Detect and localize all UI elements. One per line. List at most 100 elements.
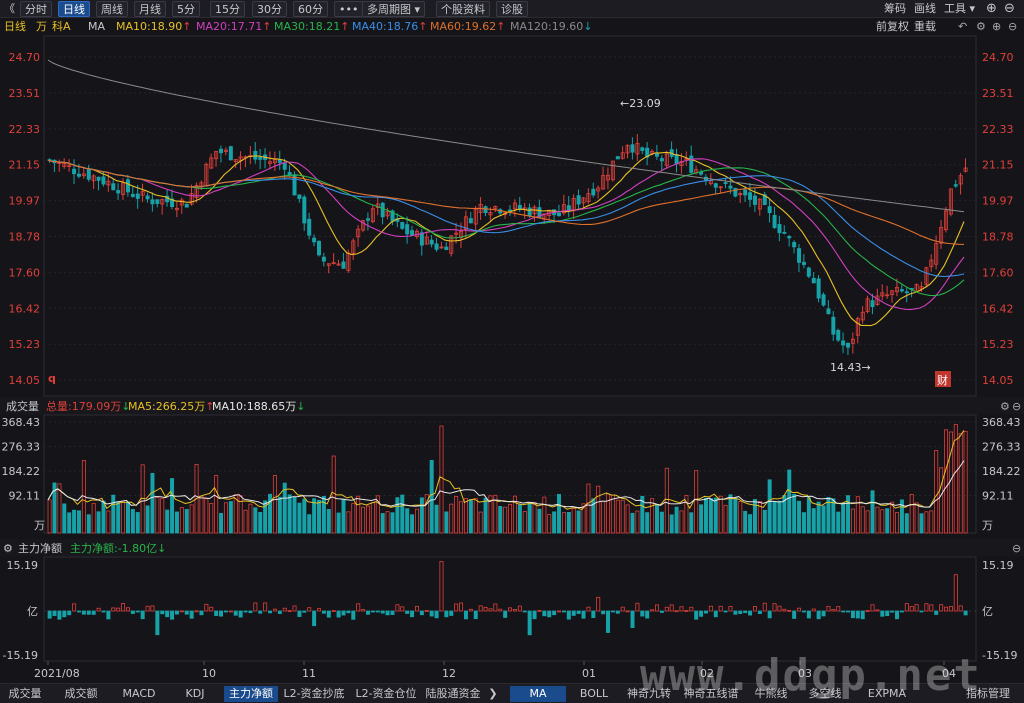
overlay-button[interactable]: 重载 <box>914 20 936 33</box>
stock-charts[interactable]: 24.70 23.51 22.33 21.15 19.97 18.78 17.60 16.42… <box>0 35 1024 683</box>
zoom-out-icon[interactable]: ⊖ <box>1004 1 1015 16</box>
tools-dropdown[interactable]: 工具 ▾ <box>944 2 976 15</box>
volume-bar <box>581 503 586 534</box>
forward-adjust-button[interactable]: 前复权 <box>876 20 909 33</box>
settings-gear-icon[interactable]: ⚙ <box>976 20 986 33</box>
volume-bar <box>410 514 415 534</box>
flow-bar <box>375 610 380 613</box>
flow-bar <box>219 610 224 617</box>
candle-body <box>718 186 723 189</box>
remove-icon[interactable]: ⊖ <box>1008 20 1018 33</box>
tab-volume[interactable]: 成交量 <box>8 687 42 700</box>
volume-bar <box>669 514 674 534</box>
candle-body <box>72 168 77 175</box>
tab-intraday[interactable]: 分时 <box>20 1 52 17</box>
tab-30min[interactable]: 30分 <box>252 1 287 17</box>
undo-icon[interactable]: ↶ <box>958 20 968 33</box>
nav-back-button[interactable]: 《 <box>4 2 15 15</box>
tab-hk-connect[interactable]: 陆股通资金 <box>425 687 481 700</box>
volume-close-icon[interactable]: ⊖ <box>1012 400 1021 413</box>
volume-bar <box>72 509 77 534</box>
candle-body <box>826 308 831 315</box>
tab-l2-bottom-fishing[interactable]: L2-资金抄底 <box>283 687 345 700</box>
flow-bar <box>331 610 336 613</box>
tab-kdj[interactable]: KDJ <box>185 687 205 700</box>
tab-5min[interactable]: 5分 <box>172 1 200 17</box>
tab-indicator-manage[interactable]: 指标管理 <box>966 687 1010 700</box>
tab-magic-nine[interactable]: 神奇九转 <box>627 687 671 700</box>
more-periods-button[interactable]: ••• <box>334 1 364 17</box>
flow-bar <box>963 610 968 616</box>
flow-settings-icon[interactable]: ⚙ <box>3 542 13 555</box>
stock-profile-button[interactable]: 个股资料 <box>436 1 490 17</box>
flow-bar <box>743 610 748 614</box>
ticker-label: 科A <box>52 20 71 33</box>
flow-bar <box>145 605 150 612</box>
tab-macd[interactable]: MACD <box>122 687 156 700</box>
tab-l2-position[interactable]: L2-资金仓位 <box>355 687 417 700</box>
volume-bar <box>542 496 547 534</box>
volume-bar <box>454 495 459 534</box>
multi-period-dropdown[interactable]: 多周期图 ▾ <box>362 1 426 17</box>
volume-bar <box>757 501 762 534</box>
candle-body <box>101 176 106 185</box>
volume-bar <box>625 504 630 534</box>
volume-bar <box>620 499 625 534</box>
volume-tick-left: 92.11 <box>9 490 41 503</box>
tab-main-net-flow[interactable]: 主力净额 <box>224 686 278 702</box>
tab-60min[interactable]: 60分 <box>293 1 328 17</box>
flow-bar <box>116 607 121 612</box>
indicator-name[interactable]: MA <box>88 20 106 33</box>
price-tick-right: 19.97 <box>982 195 1014 208</box>
volume-tick-right: 276.33 <box>982 441 1021 454</box>
diagnose-button[interactable]: 诊股 <box>496 1 528 17</box>
volume-settings-icon[interactable]: ⚙ <box>1000 400 1010 413</box>
add-icon[interactable]: ⊕ <box>992 20 1002 33</box>
tab-expma[interactable]: EXPMA <box>867 687 907 700</box>
tab-monthly[interactable]: 月线 <box>134 1 166 17</box>
tab-daily[interactable]: 日线 <box>58 1 90 17</box>
flow-axis-unit-left: 亿 <box>27 605 38 618</box>
tab-bull-bear[interactable]: 牛熊线 <box>754 687 788 700</box>
volume-bar <box>317 499 322 534</box>
candle-body <box>816 278 821 299</box>
tab-weekly[interactable]: 周线 <box>96 1 128 17</box>
candle-body <box>219 148 224 154</box>
tab-long-short[interactable]: 多空线 <box>808 687 842 700</box>
volume-tick-left: 276.33 <box>2 441 41 454</box>
ma120-value: MA120:19.60↓ <box>510 20 593 33</box>
candle-body <box>650 151 655 154</box>
tab-ma[interactable]: MA <box>510 686 566 702</box>
flow-bar <box>405 610 410 614</box>
zoom-in-icon[interactable]: ⊕ <box>986 1 997 16</box>
scroll-right-icon[interactable]: ❯ <box>488 687 498 700</box>
price-tick-left: 19.97 <box>9 195 41 208</box>
flow-bar <box>503 610 508 618</box>
draw-line-button[interactable]: 画线 <box>914 2 936 15</box>
flow-bar <box>67 610 72 616</box>
volume-bar <box>145 505 150 534</box>
candlesticks <box>47 134 968 356</box>
volume-bar <box>787 469 792 534</box>
volume-header-bg <box>0 397 1024 414</box>
tab-boll[interactable]: BOLL <box>579 687 609 700</box>
flow-close-icon[interactable]: ⊖ <box>1012 542 1021 555</box>
volume-bar <box>694 470 699 534</box>
flow-bar <box>473 610 478 620</box>
candle-body <box>860 311 865 321</box>
tab-15min[interactable]: 15分 <box>210 1 245 17</box>
candle-body <box>258 156 263 160</box>
flow-bar <box>317 608 322 612</box>
chips-button[interactable]: 筹码 <box>884 2 906 15</box>
candle-body <box>463 216 468 230</box>
candle-body <box>317 240 322 256</box>
candle-body <box>67 164 72 167</box>
tab-turnover[interactable]: 成交额 <box>64 687 98 700</box>
flow-axis-top-right: 15.19 <box>982 559 1014 572</box>
flow-bar <box>757 610 762 614</box>
financial-report-badge[interactable] <box>935 371 951 387</box>
volume-tick-right: 92.11 <box>982 490 1014 503</box>
candle-body <box>846 342 851 348</box>
volume-bar <box>566 512 571 534</box>
tab-magic-five-lines[interactable]: 神奇五线谱 <box>683 687 739 700</box>
